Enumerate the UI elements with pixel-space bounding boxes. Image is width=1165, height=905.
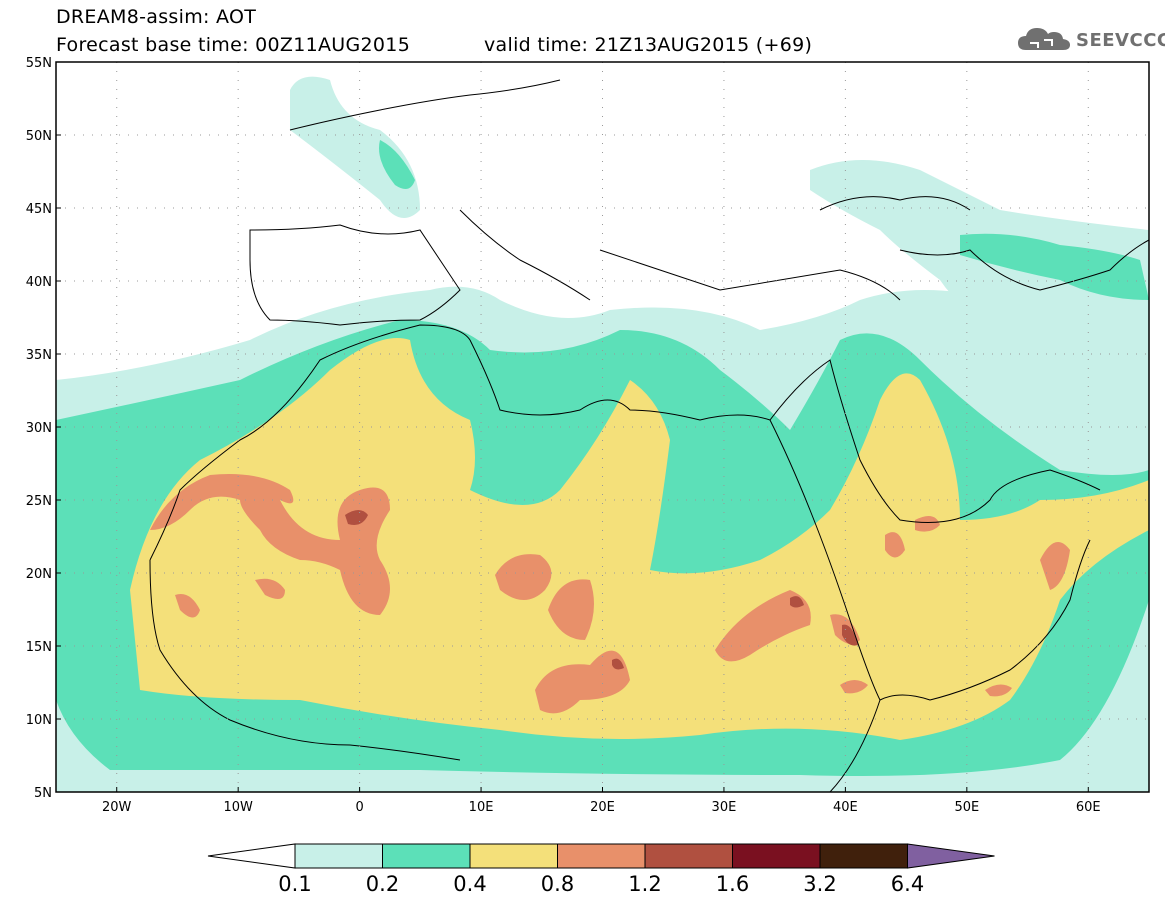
forecast-base-time: Forecast base time: 00Z11AUG2015 — [56, 34, 411, 56]
coastlines — [149, 79, 1149, 792]
coastline — [769, 419, 1091, 701]
aot-level-0.4 — [130, 338, 1149, 740]
aot-level-0.8 — [715, 590, 811, 662]
aot-level-0.8 — [885, 532, 905, 558]
aot-level-0.8 — [1040, 542, 1070, 590]
aot-level-0.1 — [810, 160, 1149, 380]
lat-tick-label: 45N — [26, 202, 52, 217]
aot-level-1.2 — [345, 510, 368, 525]
aot-level-1.2 — [842, 624, 858, 646]
aot-level-0.8 — [985, 684, 1012, 697]
aot-level-0.2 — [379, 140, 415, 189]
lon-tick-label: 20E — [590, 800, 615, 815]
axis-ticks: 55N 50N 45N 40N 35N 30N 25N 20N 15N 10N 5N 20W 10W 0 1… — [26, 56, 1101, 815]
aot-level-0.8 — [535, 650, 630, 714]
lon-tick-label: 40E — [833, 800, 858, 815]
lat-tick-label: 10N — [26, 713, 52, 728]
colorbar-swatch — [469, 843, 558, 869]
coastline — [459, 209, 591, 301]
lon-tick-label: 20W — [102, 800, 132, 815]
colorbar-arrow-high — [907, 843, 995, 869]
colorbar-label: 3.2 — [803, 872, 837, 896]
colorbar-label: 1.6 — [715, 872, 750, 896]
colorbar-label: 6.4 — [890, 872, 925, 896]
colorbar-swatch — [819, 843, 908, 869]
valid-time: valid time: 21Z13AUG2015 (+69) — [484, 34, 813, 56]
aot-level-0.8 — [840, 680, 868, 694]
aot-level-0.8 — [175, 594, 200, 618]
coastline — [249, 224, 461, 326]
aot-level-0.8 — [150, 474, 390, 615]
logo-text: SEEVCCC — [1076, 30, 1165, 51]
aot-level-0.8 — [495, 554, 552, 600]
lat-tick-label: 25N — [26, 494, 52, 509]
colorbar-swatch — [382, 843, 471, 869]
lat-tick-label: 35N — [26, 348, 52, 363]
map-title: DREAM8-assim: AOT — [56, 6, 257, 28]
aot-level-0.8 — [915, 516, 940, 532]
lat-tick-label: 5N — [34, 786, 52, 801]
coastline — [599, 249, 901, 301]
coastline — [819, 196, 971, 211]
colorbar-swatch — [557, 843, 646, 869]
lat-tick-label: 40N — [26, 275, 52, 290]
colorbar-arrow-low — [207, 843, 296, 869]
coastline — [289, 79, 561, 131]
lon-tick-label: 10E — [469, 800, 494, 815]
coastline — [149, 559, 461, 761]
lat-tick-label: 50N — [26, 129, 52, 144]
lat-tick-label: 20N — [26, 567, 52, 582]
aot-level-1.2 — [612, 658, 624, 670]
aot-level-0.8 — [255, 578, 285, 599]
lon-tick-label: 0 — [355, 800, 363, 815]
colorbar-label: 0.4 — [453, 872, 487, 896]
colorbar-label: 0.1 — [278, 872, 312, 896]
colorbar-swatch — [732, 843, 821, 869]
coastline — [149, 324, 1101, 561]
cloud-icon — [1018, 28, 1070, 50]
aot-level-0.1 — [290, 76, 420, 219]
lat-tick-label: 15N — [26, 640, 52, 655]
seevccc-logo: SEEVCCC — [1016, 24, 1165, 58]
aot-level-0.8 — [548, 579, 594, 640]
coastline — [829, 699, 881, 792]
lon-tick-label: 50E — [954, 800, 979, 815]
colorbar-swatch — [644, 843, 733, 869]
colorbar — [207, 843, 995, 869]
lon-tick-label: 10W — [223, 800, 253, 815]
aot-level-1.2 — [790, 596, 804, 608]
aot-level-0.2 — [960, 233, 1149, 300]
lat-tick-label: 55N — [26, 56, 52, 71]
lon-tick-label: 30E — [712, 800, 737, 815]
coastline — [899, 239, 1149, 291]
colorbar-label: 0.8 — [540, 872, 575, 896]
lon-tick-label: 60E — [1076, 800, 1101, 815]
colorbar-label: 0.2 — [365, 872, 400, 896]
lat-tick-label: 30N — [26, 421, 52, 436]
colorbar-label: 1.2 — [628, 872, 662, 896]
colorbar-swatch — [294, 843, 383, 869]
